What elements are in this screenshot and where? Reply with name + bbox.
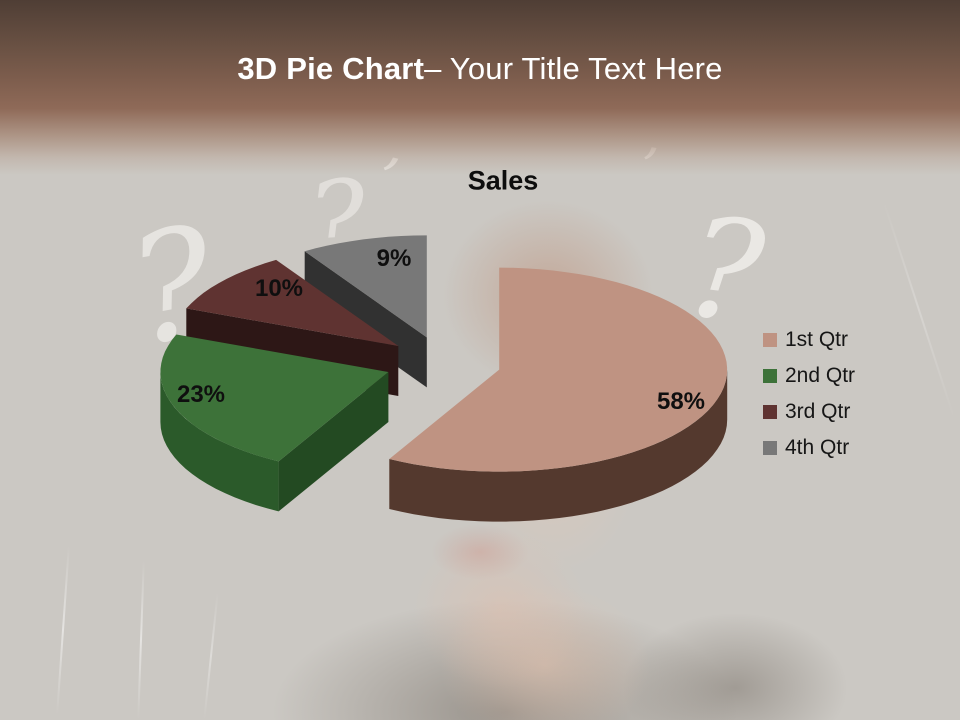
slide-title-bold: 3D Pie Chart (237, 51, 425, 86)
pie-slice-1st-qtr[interactable] (389, 267, 728, 472)
legend-swatch-4th-qtr (763, 441, 777, 455)
pie-slice-4th-qtr[interactable] (304, 235, 427, 338)
data-label-2nd-qtr[interactable]: 23% (176, 381, 226, 408)
chart-legend: 1st Qtr 2nd Qtr 3rd Qtr 4th Qtr (763, 328, 856, 459)
legend-label: 1st Qtr (785, 328, 849, 351)
legend-item-3rd-qtr[interactable]: 3rd Qtr (763, 400, 855, 423)
chart-title[interactable]: Sales (467, 165, 539, 196)
legend-swatch-2nd-qtr (763, 369, 777, 383)
legend-label: 2nd Qtr (785, 364, 856, 387)
legend-swatch-3rd-qtr (763, 405, 777, 419)
pie-slice-wall-1st-qtr[interactable] (389, 369, 728, 522)
legend-label: 4th Qtr (785, 436, 850, 459)
slide-title-rest: – Your Title Text Here (424, 51, 723, 86)
legend-item-2nd-qtr[interactable]: 2nd Qtr (763, 364, 856, 387)
header-gradient (0, 0, 960, 175)
data-label-1st-qtr[interactable]: 58% (656, 388, 706, 415)
legend-item-1st-qtr[interactable]: 1st Qtr (763, 328, 855, 351)
data-label-4th-qtr[interactable]: 9% (376, 245, 412, 272)
pie-slice-wall-2nd-qtr[interactable] (160, 372, 279, 512)
legend-item-4th-qtr[interactable]: 4th Qtr (763, 436, 855, 459)
legend-label: 3rd Qtr (785, 400, 851, 423)
slide-title[interactable]: 3D Pie Chart– Your Title Text Here (0, 51, 960, 87)
legend-swatch-1st-qtr (763, 333, 777, 347)
pie-slice-cut-2nd-qtr[interactable] (278, 372, 389, 512)
data-label-3rd-qtr[interactable]: 10% (254, 275, 304, 302)
pie-slice-2nd-qtr[interactable] (160, 334, 389, 462)
pie-slice-3rd-qtr[interactable] (186, 259, 399, 346)
